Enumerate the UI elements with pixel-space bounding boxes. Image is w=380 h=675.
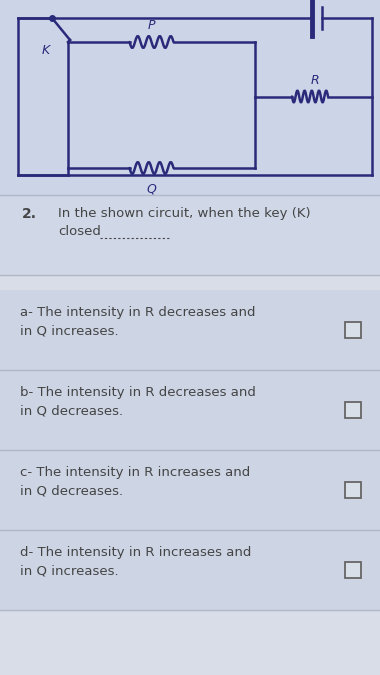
Text: R: R bbox=[311, 74, 319, 86]
Text: in Q decreases.: in Q decreases. bbox=[20, 484, 123, 497]
Text: 2.: 2. bbox=[22, 207, 37, 221]
Bar bbox=[345, 322, 361, 338]
Text: d- The intensity in R increases and: d- The intensity in R increases and bbox=[20, 546, 252, 559]
Bar bbox=[345, 402, 361, 418]
Bar bbox=[0, 370, 380, 450]
Bar bbox=[345, 562, 361, 578]
Text: K: K bbox=[42, 44, 50, 57]
Bar bbox=[0, 195, 380, 275]
Bar bbox=[345, 482, 361, 498]
Text: in Q increases.: in Q increases. bbox=[20, 564, 119, 577]
Text: closed: closed bbox=[58, 225, 101, 238]
Text: c- The intensity in R increases and: c- The intensity in R increases and bbox=[20, 466, 250, 479]
Bar bbox=[0, 290, 380, 370]
Text: a- The intensity in R decreases and: a- The intensity in R decreases and bbox=[20, 306, 255, 319]
Text: Q: Q bbox=[147, 182, 157, 195]
Text: in Q decreases.: in Q decreases. bbox=[20, 404, 123, 417]
Text: b- The intensity in R decreases and: b- The intensity in R decreases and bbox=[20, 386, 256, 399]
Text: In the shown circuit, when the key (K): In the shown circuit, when the key (K) bbox=[58, 207, 310, 220]
Bar bbox=[0, 450, 380, 530]
Text: in Q increases.: in Q increases. bbox=[20, 324, 119, 337]
Bar bbox=[0, 530, 380, 610]
Bar bbox=[0, 0, 380, 195]
Text: P: P bbox=[148, 19, 155, 32]
